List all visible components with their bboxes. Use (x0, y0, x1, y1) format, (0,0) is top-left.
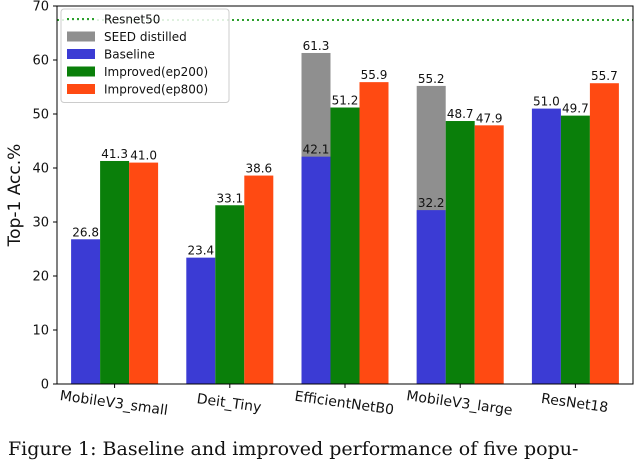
data-label-improved-ep200--2: 51.2 (332, 94, 359, 108)
bar-improved-ep200--0 (100, 160, 130, 384)
bar-baseline-3 (416, 210, 446, 384)
bar-baseline-0 (71, 239, 101, 384)
bar-improved-ep800--3 (474, 125, 504, 384)
data-label-improved-ep800--2: 55.9 (361, 68, 388, 82)
data-label-baseline-1: 23.4 (187, 244, 214, 258)
y-axis-label: Top-1 Acc.% (5, 144, 25, 248)
bar-improved-ep800--1 (244, 175, 274, 384)
bar-improved-ep200--1 (215, 205, 245, 384)
bar-improved-ep200--3 (445, 121, 475, 385)
data-label-improved-ep200--0: 41.3 (101, 147, 128, 161)
y-tick-label-10: 10 (32, 324, 49, 339)
bar-baseline-2 (301, 156, 331, 384)
figure-caption: Figure 1: Baseline and improved performa… (8, 438, 579, 460)
legend-label-improved-ep200-: Improved(ep200) (104, 65, 208, 79)
bar-improved-ep200--4 (560, 115, 590, 385)
y-tick-label-60: 60 (32, 54, 49, 69)
data-label-improved-ep200--4: 49.7 (562, 102, 589, 116)
y-tick-label-50: 50 (32, 108, 49, 123)
data-label-baseline-4: 51.0 (533, 95, 560, 109)
data-label-baseline-3: 32.2 (418, 196, 445, 210)
data-label-seed-distilled-3: 55.2 (418, 72, 445, 86)
bar-improved-ep200--2 (330, 107, 360, 385)
data-label-seed-distilled-2: 61.3 (303, 39, 330, 53)
bar-baseline-4 (531, 108, 561, 384)
bar-improved-ep800--0 (129, 162, 159, 384)
x-tick-label-0: MobileV3_small (59, 388, 169, 419)
bar-chart: 26.8 41.3 41.0 23.4 33.1 38.6 61.3 42.1 51.255.9… (5, 0, 634, 419)
legend-swatch-baseline (67, 49, 95, 59)
bar-baseline-1 (186, 257, 216, 384)
data-label-improved-ep800--0: 41.0 (130, 149, 157, 163)
bar-improved-ep800--4 (589, 83, 619, 384)
legend-swatch-improved-ep200- (67, 66, 95, 77)
x-tick-label-2: EfficientNetB0 (294, 389, 395, 419)
data-label-baseline-0: 26.8 (72, 225, 99, 239)
data-label-improved-ep800--1: 38.6 (245, 162, 272, 176)
legend-box (60, 8, 230, 103)
legend-swatch-seed-distilled (67, 31, 95, 42)
y-tick-label-20: 20 (32, 270, 49, 285)
y-tick-label-70: 70 (32, 0, 49, 15)
data-label-improved-ep800--3: 47.9 (476, 111, 503, 125)
data-label-improved-ep800--4: 55.7 (591, 69, 618, 83)
x-tick-label-1: Deit_Tiny (196, 391, 263, 416)
data-label-baseline-2: 42.1 (303, 143, 330, 157)
data-label-improved-ep200--3: 48.7 (447, 107, 474, 121)
y-tick-label-30: 30 (32, 216, 49, 231)
bars-layer (71, 52, 619, 385)
y-tick-label-40: 40 (32, 162, 49, 177)
data-labels-layer: 26.8 41.3 41.0 23.4 33.1 38.6 61.3 42.1 51.255.9… (72, 39, 618, 258)
x-tick-label-3: MobileV3_large (405, 388, 513, 419)
x-tick-label-4: ResNet18 (540, 391, 609, 416)
legend-label-improved-ep800-: Improved(ep800) (104, 83, 208, 97)
bar-improved-ep800--2 (359, 82, 389, 384)
plot-frame (56, 5, 634, 385)
y-tick-label-0: 0 (41, 378, 49, 393)
legend-label-resnet50: Resnet50 (104, 13, 160, 27)
data-label-improved-ep200--1: 33.1 (216, 191, 243, 205)
legend-label-baseline: Baseline (104, 48, 155, 62)
legend-label-seed-distilled: SEED distilled (104, 30, 187, 44)
legend-swatch-improved-ep800- (67, 84, 95, 94)
legend: Resnet50 SEED distilled Baseline Improved(e… (60, 8, 230, 103)
